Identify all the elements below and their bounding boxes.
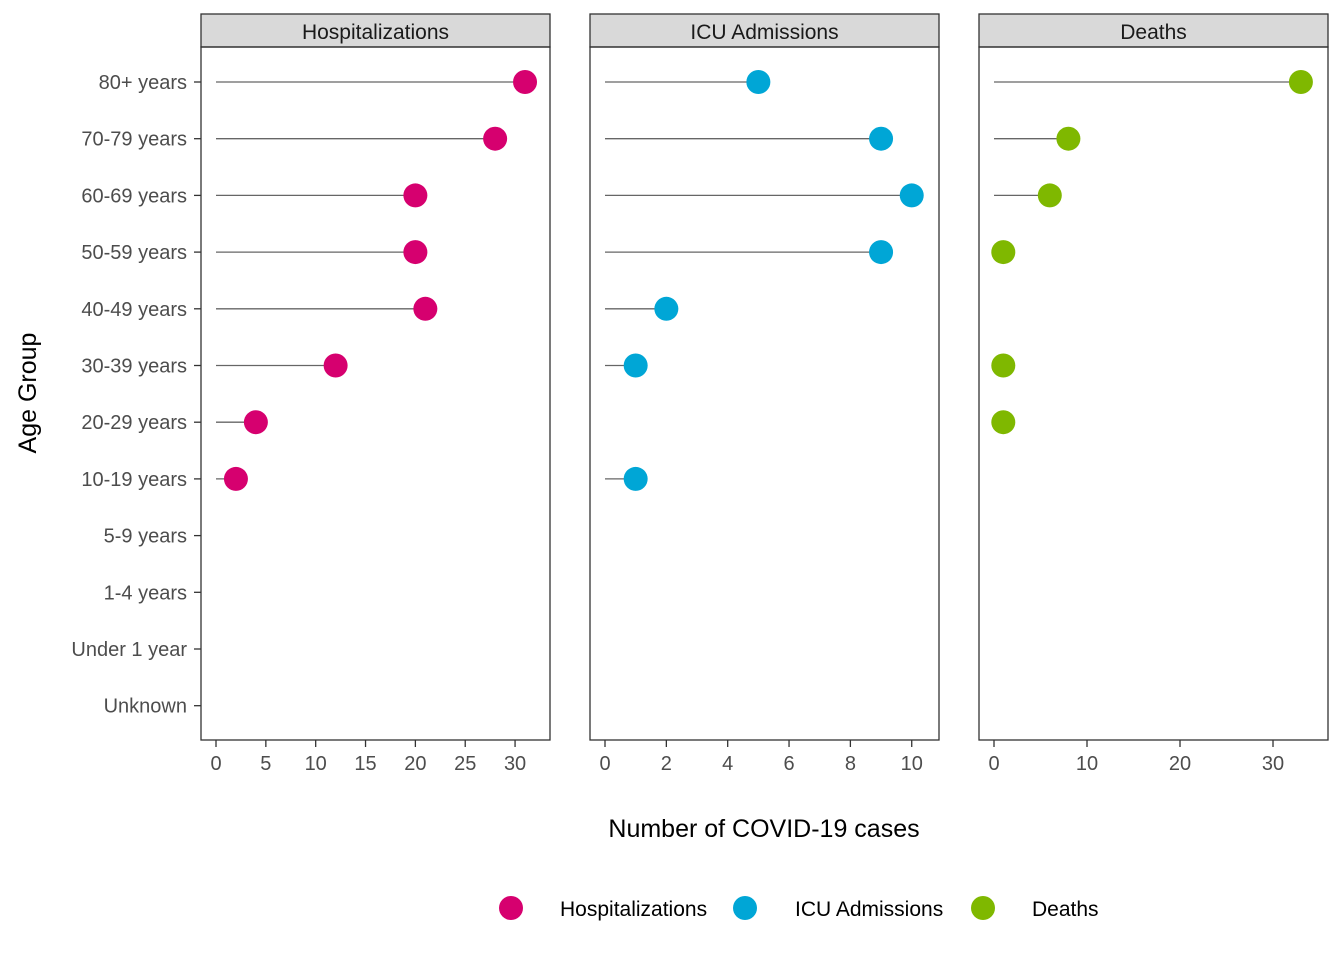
- x-tick-label: 0: [988, 753, 999, 775]
- data-point: [654, 296, 679, 321]
- facet-strip-label: Hospitalizations: [302, 21, 449, 44]
- x-tick-label: 15: [354, 753, 376, 775]
- data-point: [869, 240, 894, 265]
- data-point: [513, 70, 538, 94]
- legend-label: Deaths: [1032, 898, 1099, 921]
- data-point: [623, 466, 648, 491]
- legend: Hospitalizations ICU Admissions Deaths: [499, 896, 1099, 921]
- x-tick-label: 5: [260, 753, 271, 775]
- y-tick-label: 30-39 years: [81, 356, 187, 378]
- x-tick-label: 30: [1262, 753, 1284, 775]
- data-point: [403, 240, 428, 265]
- legend-item: ICU Admissions: [733, 896, 943, 921]
- data-point: [483, 126, 508, 151]
- data-point: [413, 296, 438, 321]
- y-tick-label: 60-69 years: [81, 185, 187, 207]
- x-tick-label: 20: [404, 753, 426, 775]
- data-point: [223, 466, 248, 491]
- data-point: [243, 410, 268, 435]
- x-tick-label: 25: [454, 753, 476, 775]
- y-tick-label: 50-59 years: [81, 242, 187, 264]
- y-tick-label: 70-79 years: [81, 129, 187, 151]
- x-tick-label: 10: [1076, 753, 1098, 775]
- facet-panel-3: Deaths 0 10 20 30: [978, 13, 1329, 775]
- facet-panel-1: Hospitalizations 0 5 10 15 20 25 30: [200, 13, 551, 775]
- panel-border: [589, 46, 940, 741]
- data-point: [991, 410, 1016, 435]
- facet-strip-label: ICU Admissions: [690, 21, 838, 44]
- data-point: [1037, 183, 1062, 208]
- y-tick-label: 20-29 years: [81, 412, 187, 434]
- data-point: [869, 126, 894, 151]
- x-tick-label: 20: [1169, 753, 1191, 775]
- y-tick-label: 80+ years: [99, 72, 187, 94]
- legend-label: Hospitalizations: [560, 898, 707, 921]
- legend-key: [499, 896, 523, 920]
- legend-key: [733, 896, 757, 920]
- data-point: [991, 240, 1016, 265]
- data-point: [1288, 70, 1313, 94]
- data-point: [991, 353, 1016, 378]
- y-tick-label: Under 1 year: [71, 639, 187, 661]
- x-tick-label: 2: [661, 753, 672, 775]
- y-tick-label: 1-4 years: [104, 582, 187, 604]
- y-tick-label: 10-19 years: [81, 469, 187, 491]
- y-tick-label: 40-49 years: [81, 299, 187, 321]
- facet-panel-2: ICU Admissions 0 2 4 6 8 10: [589, 13, 940, 775]
- x-tick-label: 4: [722, 753, 733, 775]
- data-point: [323, 353, 348, 378]
- x-tick-label: 0: [599, 753, 610, 775]
- x-tick-label: 10: [305, 753, 327, 775]
- legend-key: [971, 896, 995, 920]
- data-point: [403, 183, 428, 208]
- data-point: [746, 70, 771, 94]
- data-point: [899, 183, 924, 208]
- facet-strip-label: Deaths: [1120, 21, 1187, 44]
- legend-label: ICU Admissions: [795, 898, 943, 921]
- facet-strip: [589, 13, 940, 48]
- panel-border: [200, 46, 551, 741]
- facet-strip: [200, 13, 551, 48]
- x-tick-label: 10: [901, 753, 923, 775]
- data-point: [623, 353, 648, 378]
- y-tick-label: Unknown: [104, 696, 187, 718]
- y-tick-label: 5-9 years: [104, 526, 187, 548]
- x-tick-label: 0: [210, 753, 221, 775]
- x-tick-label: 8: [845, 753, 856, 775]
- legend-item: Deaths: [971, 896, 1099, 921]
- x-tick-label: 30: [504, 753, 526, 775]
- data-point: [1056, 126, 1081, 151]
- y-axis: 80+ years 70-79 years 60-69 years 50-59 yea…: [71, 72, 201, 718]
- x-tick-label: 6: [783, 753, 794, 775]
- x-axis-title: Number of COVID-19 cases: [608, 815, 919, 843]
- legend-item: Hospitalizations: [499, 896, 707, 921]
- y-axis-title: Age Group: [14, 333, 42, 454]
- panel-border: [978, 46, 1329, 741]
